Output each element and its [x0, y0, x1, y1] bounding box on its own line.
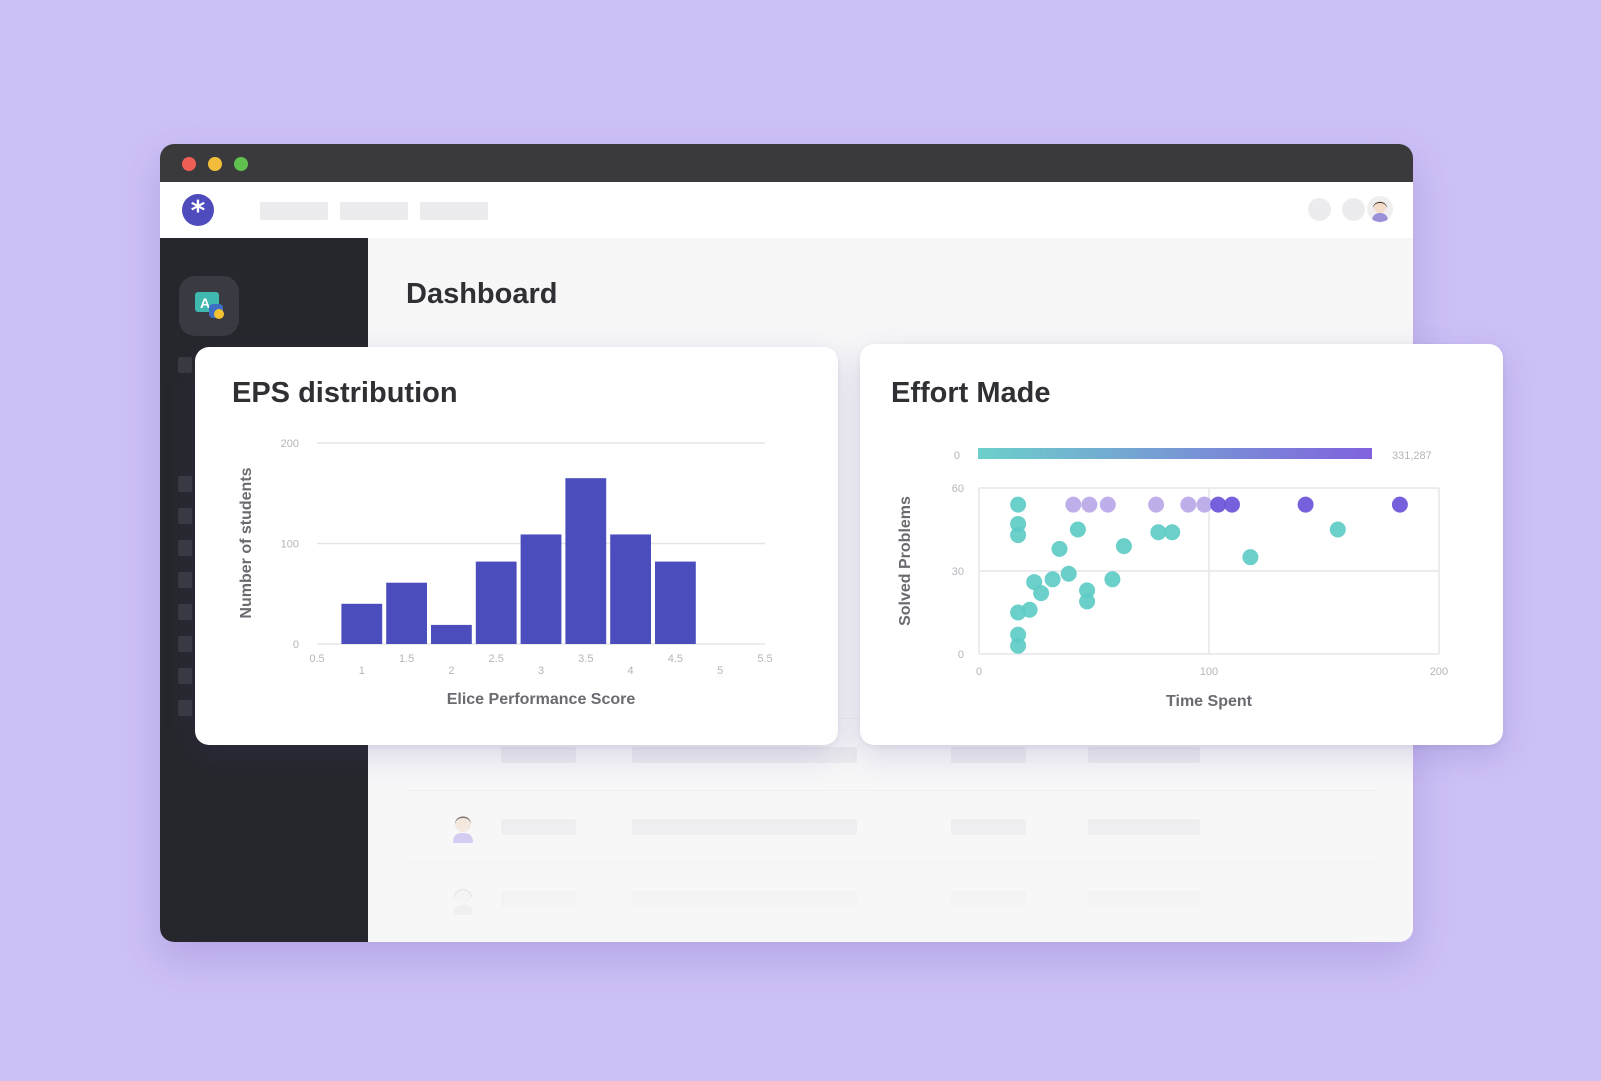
effort-x-tick-label: 200: [1430, 666, 1448, 678]
eps-x-tick-label: 1.5: [399, 653, 414, 665]
eps-bar: [565, 478, 607, 644]
python-course-icon[interactable]: A: [179, 276, 239, 336]
sidebar-item[interactable]: [178, 668, 192, 684]
effort-data-point: [1297, 496, 1314, 513]
eps-x-tick-label: 0.5: [309, 653, 324, 665]
page-title: Dashboard: [406, 278, 558, 310]
effort-data-point: [1196, 496, 1213, 513]
eps-x-tick-label: 3.5: [578, 653, 593, 665]
notification-icon[interactable]: [1308, 198, 1331, 221]
cell-placeholder: [951, 747, 1026, 763]
svg-text:A: A: [200, 295, 210, 311]
eps-y-tick-label: 200: [281, 438, 299, 450]
effort-data-point: [1010, 496, 1027, 513]
effort-data-point: [1044, 571, 1061, 588]
sidebar-item[interactable]: [178, 700, 192, 716]
effort-x-tick-label: 0: [976, 666, 982, 678]
eps-x-tick-label: 2.5: [489, 653, 504, 665]
eps-bar: [431, 624, 472, 644]
color-scale-bar: [978, 448, 1372, 459]
effort-data-point: [1033, 585, 1050, 602]
effort-made-card: Effort Made 0 331,287 0 30 60 0 100 200 Time Spe…: [860, 344, 1503, 745]
eps-x-tick-label: 4.5: [668, 653, 683, 665]
effort-data-point: [1079, 582, 1096, 599]
content-fade: [368, 782, 1413, 942]
effort-data-point: [1069, 521, 1086, 538]
sidebar-item[interactable]: [178, 636, 192, 652]
eps-distribution-card: EPS distribution 0 100 200 0.5 1.5 2.5 3.5 4.5 5…: [195, 347, 838, 745]
sidebar-item[interactable]: [178, 357, 192, 373]
effort-y-tick-label: 0: [958, 649, 964, 661]
eps-bar: [655, 561, 696, 644]
sidebar-item[interactable]: [178, 540, 192, 556]
effort-data-point: [1051, 540, 1068, 557]
eps-bar: [386, 582, 427, 644]
effort-data-point: [1079, 593, 1096, 610]
effort-chart-title: Effort Made: [891, 377, 1051, 409]
eps-y-tick-label: 0: [293, 639, 299, 651]
effort-y-tick-label: 30: [952, 566, 964, 578]
eps-x-tick-label: 2: [448, 665, 454, 677]
eps-bar: [520, 534, 562, 644]
effort-y-axis-label: Solved Problems: [897, 496, 914, 626]
eps-x-tick-label: 1: [359, 665, 365, 677]
effort-data-point: [1115, 538, 1132, 555]
eps-x-tick-label: 5.5: [757, 653, 772, 665]
effort-data-point: [1010, 527, 1027, 544]
effort-data-point: [1150, 524, 1167, 541]
effort-x-axis-label: Time Spent: [1166, 693, 1253, 710]
effort-data-point: [1329, 521, 1346, 538]
eps-chart-title: EPS distribution: [232, 377, 458, 409]
effort-data-point: [1242, 549, 1259, 566]
nav-item-1[interactable]: [260, 202, 328, 220]
effort-data-point: [1010, 626, 1027, 643]
sidebar-item[interactable]: [178, 604, 192, 620]
effort-data-point: [1180, 496, 1197, 513]
eps-y-tick-label: 100: [281, 539, 299, 551]
help-icon[interactable]: [1342, 198, 1365, 221]
eps-x-tick-label: 4: [628, 665, 634, 677]
effort-data-point: [1081, 496, 1098, 513]
eps-bar: [341, 603, 383, 644]
effort-data-point: [1104, 571, 1121, 588]
maximize-window-button[interactable]: [234, 157, 248, 171]
eps-x-tick-label: 3: [538, 665, 544, 677]
asterisk-logo-icon[interactable]: *: [182, 194, 214, 227]
effort-data-point: [1010, 515, 1027, 532]
sidebar-item[interactable]: [178, 508, 192, 524]
eps-bar: [610, 534, 651, 644]
effort-x-tick-label: 100: [1200, 666, 1218, 678]
eps-bar: [475, 561, 517, 644]
close-window-button[interactable]: [182, 157, 196, 171]
effort-data-point: [1021, 601, 1038, 618]
effort-scatter-plot: 0 331,287 0 30 60 0 100 200 Time Spent Solved Pro…: [897, 448, 1448, 710]
effort-data-point: [1164, 524, 1181, 541]
user-avatar-icon[interactable]: [1367, 196, 1393, 222]
nav-item-3[interactable]: [420, 202, 488, 220]
sidebar-item[interactable]: [178, 572, 192, 588]
eps-y-axis-label: Number of students: [238, 467, 255, 618]
eps-x-axis-label: Elice Performance Score: [447, 691, 636, 708]
effort-data-point: [1391, 496, 1408, 513]
color-scale-max-label: 331,287: [1392, 450, 1432, 462]
effort-data-point: [1010, 637, 1027, 654]
effort-data-point: [1060, 565, 1077, 582]
effort-data-point: [1210, 496, 1227, 513]
minimize-window-button[interactable]: [208, 157, 222, 171]
app-header: *: [160, 182, 1413, 239]
eps-x-tick-label: 5: [717, 665, 723, 677]
nav-item-2[interactable]: [340, 202, 408, 220]
effort-data-point: [1099, 496, 1116, 513]
cell-placeholder: [1088, 747, 1200, 763]
sidebar-item[interactable]: [178, 476, 192, 492]
eps-histogram: 0 100 200 0.5 1.5 2.5 3.5 4.5 5.5 1 2 3 4 5 Elice Perf…: [238, 438, 773, 708]
color-scale-min-label: 0: [954, 450, 960, 462]
cell-placeholder: [501, 747, 576, 763]
cell-placeholder: [632, 747, 857, 763]
window-titlebar: [160, 144, 1413, 182]
effort-data-point: [1148, 496, 1165, 513]
effort-data-point: [1065, 496, 1082, 513]
effort-y-tick-label: 60: [952, 483, 964, 495]
effort-data-point: [1224, 496, 1240, 513]
